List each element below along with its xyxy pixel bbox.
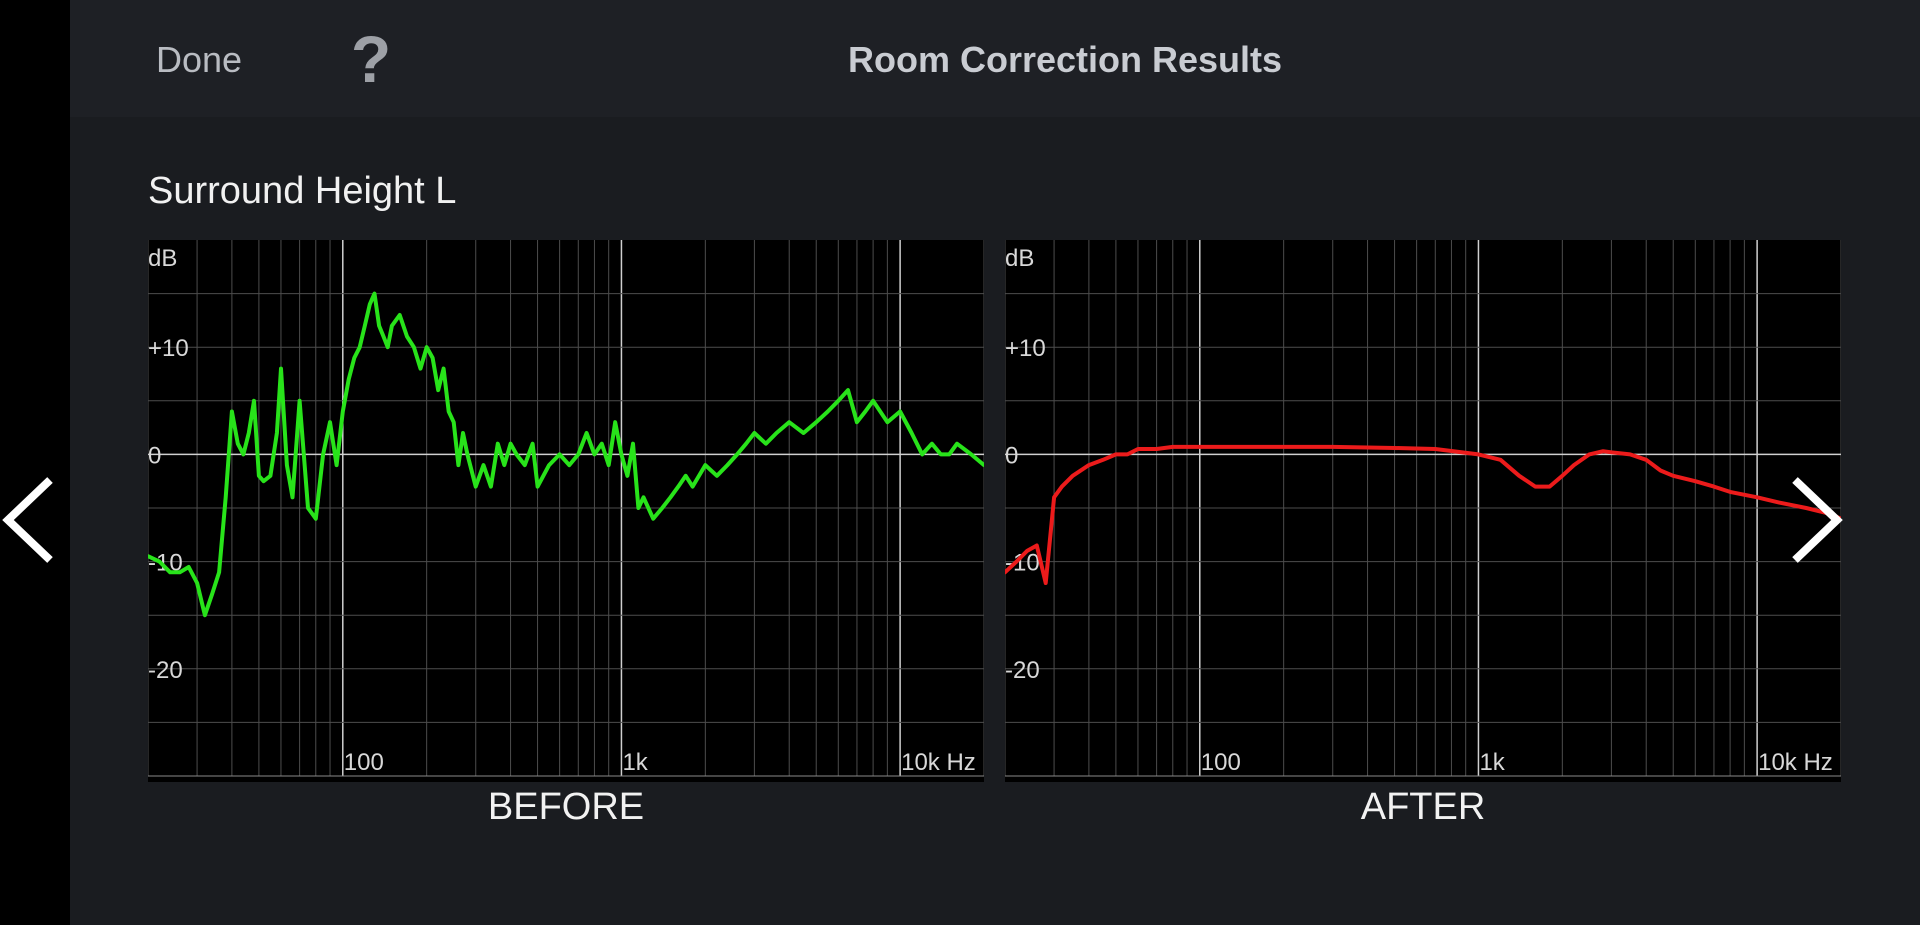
after-response-line [1005,444,1841,585]
speaker-name: Surround Height L [148,170,457,212]
x-tick-label: 10k Hz [901,749,976,776]
y-tick-label: 0 [1005,442,1018,469]
x-tick-label: 10k Hz [1758,749,1833,776]
y-axis-label: dB [1005,245,1034,272]
y-tick-label: 0 [148,442,161,469]
app-surface: Done ? Room Correction Results Surround … [70,0,1920,925]
x-tick-label: 1k [1479,749,1505,776]
before-caption: BEFORE [487,786,645,828]
after-chart: dB +10 0 -10 -20 100 1k 10k Hz [1005,240,1841,782]
y-axis-label: dB [148,245,177,272]
x-tick-label: 1k [622,749,648,776]
done-button[interactable]: Done [156,39,243,80]
grid [1005,240,1841,777]
before-response-line [148,291,984,618]
y-tick-label: -20 [1005,657,1040,684]
before-chart: dB +10 0 -10 -20 100 1k 10k Hz [148,240,984,782]
x-tick-label: 100 [1201,749,1241,776]
header-bar: Done ? Room Correction Results [70,0,1920,117]
y-tick-label: +10 [1005,335,1046,362]
help-icon[interactable]: ? [350,22,392,96]
grid [148,240,984,777]
y-tick-label: +10 [148,335,189,362]
chevron-left-icon[interactable] [0,475,60,565]
chevron-right-icon[interactable] [1785,475,1845,565]
y-tick-label: -20 [148,657,183,684]
x-tick-label: 100 [344,749,384,776]
after-caption: AFTER [1360,786,1486,828]
page-title: Room Correction Results [847,39,1283,80]
